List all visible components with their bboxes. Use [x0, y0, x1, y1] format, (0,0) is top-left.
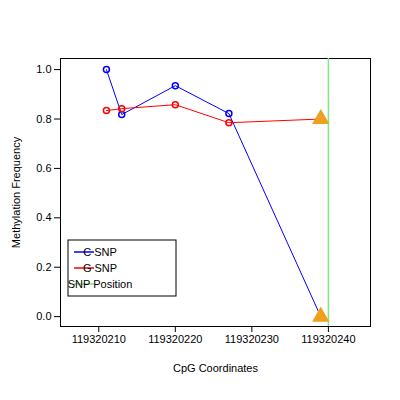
- svg-text:0.4: 0.4: [36, 211, 51, 223]
- svg-text:SNP Position: SNP Position: [68, 278, 133, 290]
- svg-text:119320220: 119320220: [148, 333, 202, 345]
- svg-text:G SNP: G SNP: [83, 262, 117, 274]
- svg-text:0.2: 0.2: [36, 261, 51, 273]
- svg-text:CpG Coordinates: CpG Coordinates: [173, 362, 258, 374]
- svg-text:1.0: 1.0: [36, 63, 51, 75]
- svg-text:Methylation Frequency: Methylation Frequency: [10, 136, 22, 248]
- svg-text:0.0: 0.0: [36, 310, 51, 322]
- svg-text:C SNP: C SNP: [83, 246, 117, 258]
- svg-text:0.6: 0.6: [36, 162, 51, 174]
- svg-text:0.8: 0.8: [36, 113, 51, 125]
- svg-text:119320240: 119320240: [301, 333, 355, 345]
- svg-text:119320210: 119320210: [72, 333, 126, 345]
- svg-text:119320230: 119320230: [225, 333, 279, 345]
